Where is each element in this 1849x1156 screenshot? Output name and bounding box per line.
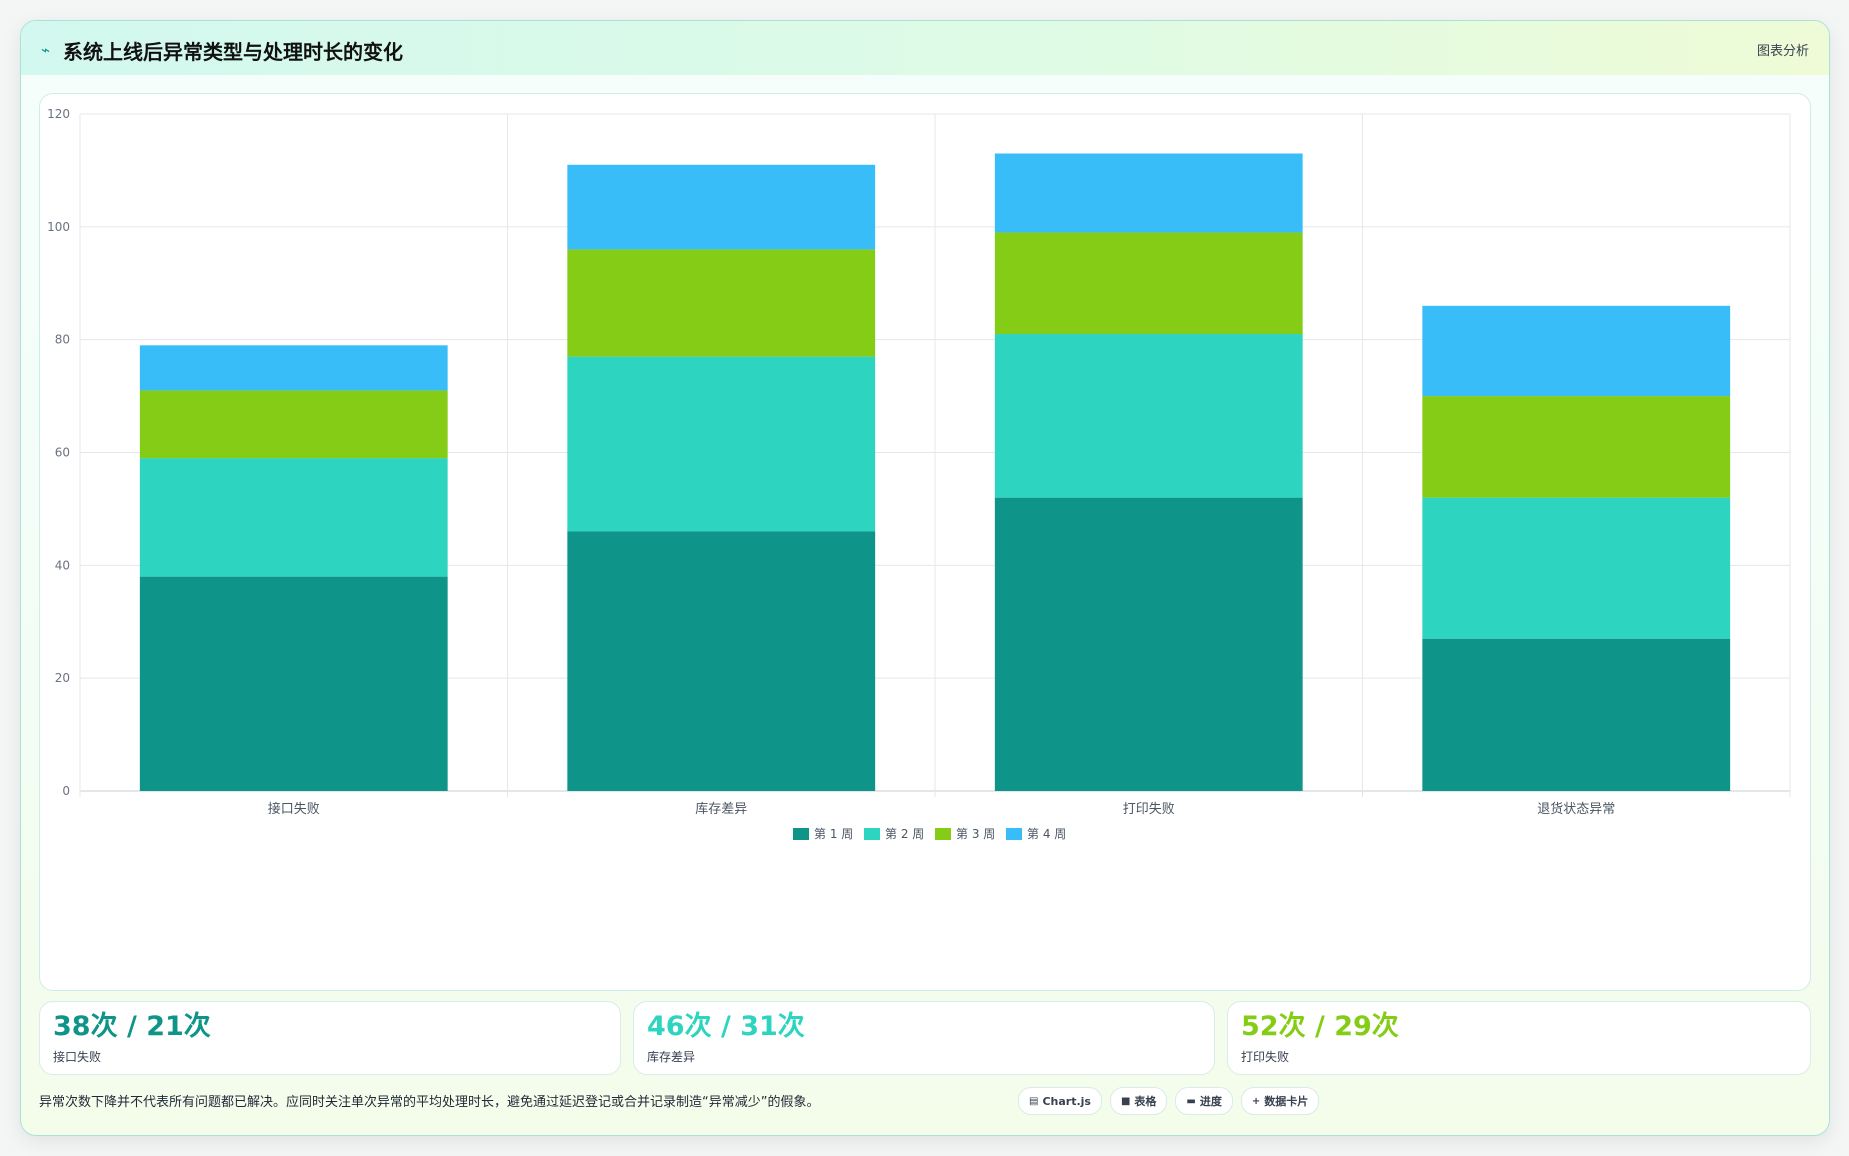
legend-swatch [793, 828, 809, 840]
trend-line-icon: ⌁ [41, 41, 51, 59]
legend-label: 第 4 周 [1027, 827, 1066, 841]
footnote: 异常次数下降并不代表所有问题都已解决。应同时关注单次异常的平均处理时长，避免通过… [39, 1095, 820, 1110]
pill-progress[interactable]: ▬ 进度 [1175, 1087, 1233, 1115]
pill-label: 表格 [1134, 1095, 1157, 1108]
pill-data-card[interactable]: + 数据卡片 [1240, 1087, 1320, 1115]
bar-segment [567, 531, 876, 791]
y-tick-label: 100 [47, 220, 70, 234]
bar-segment [139, 576, 448, 791]
stat-label: 接口失败 [53, 1050, 102, 1064]
legend-swatch [864, 828, 880, 840]
bar-segment [567, 164, 876, 250]
feature-pills: ▤ Chart.js ■ 表格 ▬ 进度 + 数据卡片 [1018, 1087, 1320, 1115]
progress-icon: ▬ [1186, 1095, 1196, 1107]
y-tick-label: 60 [55, 446, 70, 460]
bar-segment [994, 153, 1303, 233]
stat-card-inventory-diff: 46次 / 31次 库存差异 [633, 1001, 1215, 1075]
legend-swatch [935, 828, 951, 840]
stat-card-print-failure: 52次 / 29次 打印失败 [1227, 1001, 1811, 1075]
stat-value: 46次 / 31次 [647, 1011, 805, 1042]
bar-segment [567, 356, 876, 532]
stat-label: 打印失败 [1241, 1050, 1290, 1064]
bar-segment [1422, 305, 1731, 397]
chart-card: ⌁ 系统上线后异常类型与处理时长的变化 图表分析 0 20 40 60 80 100 120… [20, 20, 1830, 1136]
pill-table[interactable]: ■ 表格 [1109, 1087, 1168, 1115]
y-tick-label: 20 [55, 671, 70, 685]
bar-segment [567, 249, 876, 357]
pill-label: 数据卡片 [1264, 1095, 1309, 1108]
stat-value: 38次 / 21次 [53, 1011, 211, 1042]
bar-segment [1422, 497, 1731, 639]
pill-label: Chart.js [1042, 1094, 1091, 1108]
stat-value: 52次 / 29次 [1241, 1011, 1399, 1042]
chart-analysis-tag[interactable]: 图表分析 [1756, 44, 1809, 59]
bar-segment [994, 232, 1303, 335]
pill-chartjs[interactable]: ▤ Chart.js [1018, 1087, 1102, 1115]
stat-label: 库存差异 [647, 1050, 696, 1064]
pill-label: 进度 [1199, 1095, 1222, 1108]
y-tick-label: 0 [62, 784, 70, 798]
bar-segment [994, 497, 1303, 791]
y-tick-label: 40 [55, 558, 70, 572]
x-tick-label: 退货状态异常 [1537, 801, 1615, 817]
legend-label: 第 2 周 [885, 827, 924, 841]
card-header: ⌁ 系统上线后异常类型与处理时长的变化 图表分析 [21, 21, 1829, 75]
legend-label: 第 1 周 [814, 827, 853, 841]
bar-segment [1422, 396, 1731, 498]
chart-panel: 0 20 40 60 80 100 120 接口失败 库存差异 打印失败 退货状态异常第 1 周 第 … [39, 93, 1811, 991]
x-tick-label: 接口失败 [268, 801, 320, 817]
bar-segment [994, 334, 1303, 498]
bar-segment [1422, 638, 1731, 791]
y-tick-label: 80 [55, 333, 70, 347]
table-icon: ■ [1120, 1095, 1131, 1107]
bar-segment [139, 458, 448, 577]
x-tick-label: 打印失败 [1123, 802, 1175, 817]
chart-icon: ▤ [1029, 1095, 1039, 1107]
stat-card-interface-failure: 38次 / 21次 接口失败 [39, 1001, 621, 1075]
card-icon: + [1251, 1095, 1261, 1107]
legend-label: 第 3 周 [956, 827, 995, 841]
bar-segment [139, 345, 448, 391]
bar-segment [139, 390, 448, 459]
chart-title: 系统上线后异常类型与处理时长的变化 [63, 40, 403, 64]
legend-swatch [1006, 828, 1022, 840]
y-tick-label: 120 [47, 107, 70, 121]
x-tick-label: 库存差异 [695, 801, 747, 817]
